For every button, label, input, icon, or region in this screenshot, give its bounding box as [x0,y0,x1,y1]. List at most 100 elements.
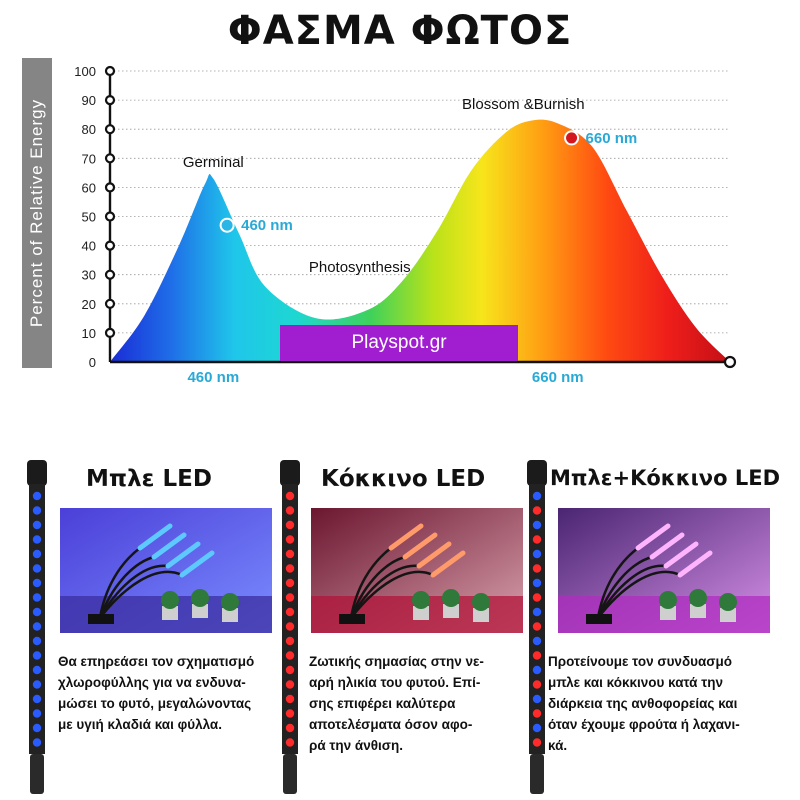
light-bar [151,532,187,560]
y-tick-label: 80 [82,122,96,137]
y-axis-label-box [22,58,52,368]
y-tick-label: 20 [82,297,96,312]
led-dot [532,738,542,747]
plant [689,589,707,607]
led-dot [285,491,295,501]
text-line: σης επιφέρει καλύτερα [309,696,456,711]
led-dot [32,564,42,573]
gooseneck-arm [596,564,667,619]
grow-light-photo-purple [558,508,770,633]
card-red-led: Κόκκινο LED Ζωτικής σημασίας στην νε- αρ… [263,458,523,800]
y-tick-marker [104,240,116,251]
annotation-label: 460 nm [241,217,293,234]
annotation-label: Photosynthesis [309,259,411,276]
light-bar [416,541,452,569]
y-tick-label: 30 [82,268,96,283]
spectrum-chart: 0 10 20 30 40 50 60 70 80 90 100 460 nm 660 nm Germi… [74,64,737,386]
text-line: με υγιή κλαδιά και φύλλα. [58,717,222,732]
led-dot [532,564,542,573]
led-dot [32,636,42,646]
led-dot [32,491,42,501]
y-tick-marker [104,124,116,135]
annotation-label: Germinal [183,154,244,171]
led-dot [32,723,42,733]
annotation-label: Blossom &Burnish [462,96,585,113]
x-tick-label: 660 nm [532,369,584,386]
led-dot [285,578,295,588]
light-bar [677,550,713,578]
led-dot [285,636,295,646]
y-tick-marker [104,298,116,309]
led-dot [532,622,542,631]
text-line: αρή ηλικία του φυτού. Επί- [309,675,481,690]
led-dot [532,636,542,646]
grow-light-photo-red [311,508,523,633]
plant [191,589,209,607]
led-dot [285,549,295,559]
strip-body [29,484,45,754]
axes: 0 10 20 30 40 50 60 70 80 90 100 460 nm 660 nm [74,64,737,386]
led-strip-purple [527,460,547,794]
y-tick-label: 0 [89,355,96,370]
led-dot [32,651,42,660]
led-dot [532,651,542,660]
led-dot [32,665,42,675]
led-dot [285,723,295,733]
text-line: μπλε και κόκκινου κατά την [548,675,723,690]
grow-light-photo-blue [60,508,272,633]
plant-pot [192,604,208,618]
card-blue-red-led: Μπλε+Κόκκινο LED Προτείνουμε τον συνδυασ… [510,458,780,800]
led-dot [32,738,42,747]
gooseneck-arm [596,555,653,619]
clamp-base [339,614,365,624]
led-dot [532,506,542,515]
text-line: όταν έχουμε φρούτα ή λαχανι- [548,717,740,732]
plant [221,593,239,611]
strip-body [529,484,545,754]
led-dot [285,564,295,573]
strip-clip [283,754,297,794]
y-tick-marker [104,153,116,164]
watermark-banner: Playspot.gr [280,325,518,361]
led-dot [32,680,42,689]
x-axis-end-marker [723,355,737,369]
plant-pot [443,604,459,618]
light-bar [165,541,201,569]
led-dot [285,665,295,675]
led-dot [32,520,42,530]
light-bar [402,532,438,560]
led-dot [532,593,542,602]
annotations: Germinal 460 nm Photosynthesis Blossom &Bur… [183,96,637,276]
led-dot [32,709,42,718]
plant-pot [413,606,429,620]
y-tick-marker [104,269,116,280]
led-dot [32,578,42,588]
led-strip-blue [27,460,47,794]
plant-pot [660,606,676,620]
led-dot [285,651,295,660]
text-line: διάρκεια της ανθοφορείας και [548,696,738,711]
card-description: Θα επηρεάσει τον σχηματισμό χλωροφύλλης … [58,651,258,735]
led-dot [532,665,542,675]
page-title: ΦΑΣΜΑ ΦΩΤΟΣ [227,8,573,54]
text-line: μώσει το φυτό, μεγαλώνοντας [58,696,252,711]
y-tick-label: 90 [82,93,96,108]
gooseneck-arm [597,570,681,619]
led-dot [32,622,42,631]
led-dot [532,549,542,559]
plant-pot [720,608,736,622]
y-tick-label: 60 [82,180,96,195]
card-description: Ζωτικής σημασίας στην νε- αρή ηλικία του… [309,651,509,756]
led-dot [532,680,542,689]
led-dot [32,506,42,515]
light-bar [635,523,671,551]
light-bar [430,550,466,578]
clamp-base [88,614,114,624]
strip-cap [280,460,300,486]
spectrum-area [110,119,730,363]
led-dot [532,723,542,733]
plant-pot [162,606,178,620]
led-dot [32,535,42,544]
led-dot [285,535,295,544]
led-dot [532,535,542,544]
